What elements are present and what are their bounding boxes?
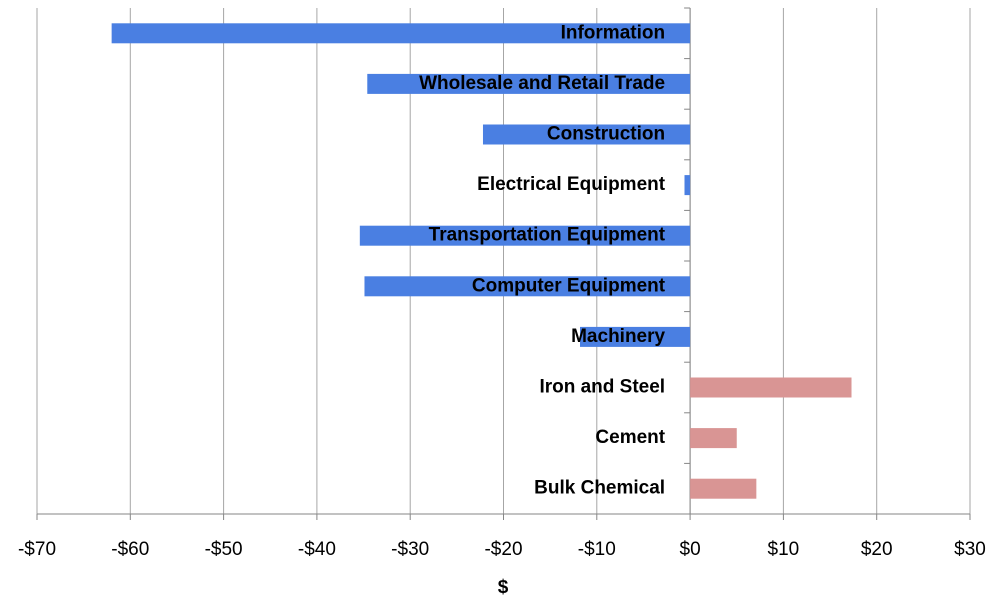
x-tick-label: -$30 (391, 539, 429, 560)
y-tick-label: Wholesale and Retail Trade (419, 73, 665, 94)
x-tick-label: -$50 (205, 539, 243, 560)
y-tick-label: Electrical Equipment (477, 174, 666, 195)
bar (367, 73, 691, 94)
bar (359, 225, 691, 246)
y-tick-label: Bulk Chemical (534, 478, 665, 499)
y-tick-label: Information (561, 22, 666, 43)
x-tick-label: $10 (768, 539, 800, 560)
y-tick-label: Machinery (571, 326, 665, 347)
y-tick-label: Construction (547, 124, 665, 145)
x-tick-label: -$20 (484, 539, 522, 560)
y-tick-label: Iron and Steel (539, 377, 665, 398)
x-tick-label: -$40 (298, 539, 336, 560)
y-tick-label: Transportation Equipment (429, 225, 666, 246)
x-tick-label: -$60 (111, 539, 149, 560)
bar (690, 377, 852, 398)
y-tick-label: Cement (595, 427, 665, 448)
bar (690, 428, 737, 449)
x-tick-label: $20 (861, 539, 893, 560)
bar (364, 276, 691, 297)
x-axis-label: $ (498, 577, 509, 598)
bar (111, 23, 691, 44)
bar (684, 175, 691, 196)
bar (690, 478, 757, 499)
x-tick-label: -$10 (578, 539, 616, 560)
bar (580, 326, 691, 347)
x-tick-label: $30 (954, 539, 986, 560)
y-tick-label: Computer Equipment (472, 275, 666, 296)
x-tick-label: $0 (680, 539, 701, 560)
bar (482, 124, 691, 145)
x-tick-label: -$70 (18, 539, 56, 560)
